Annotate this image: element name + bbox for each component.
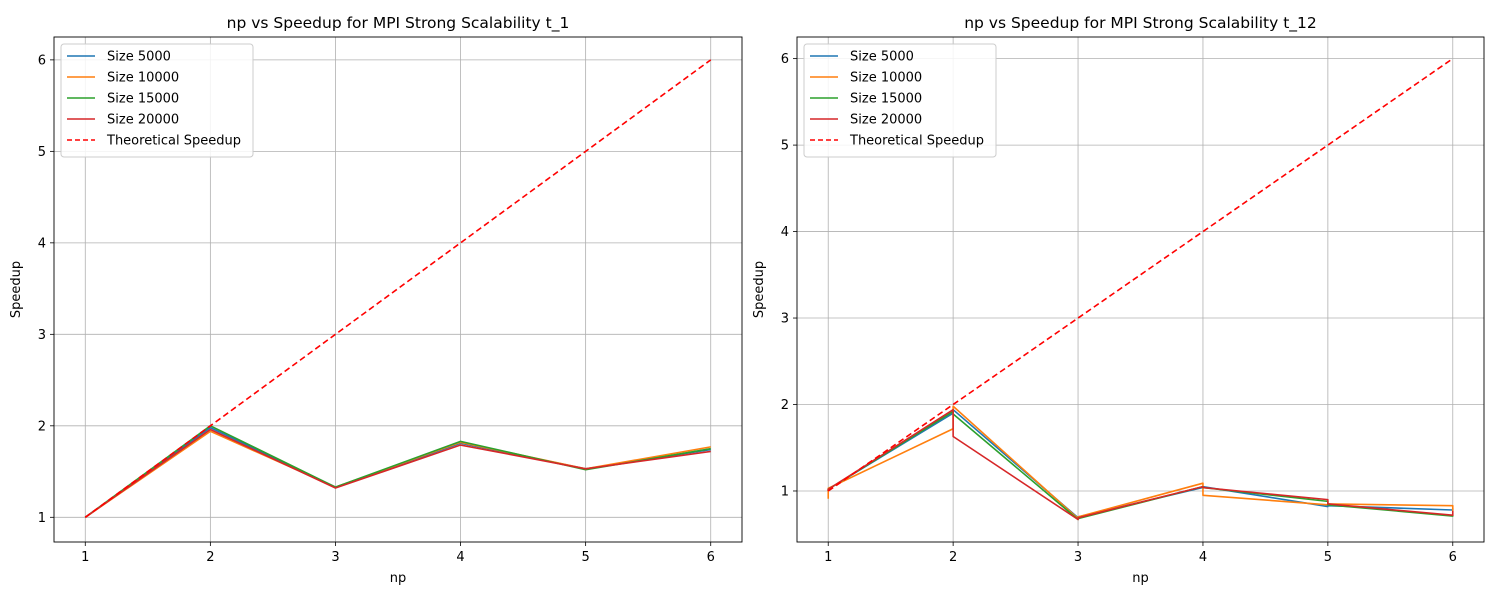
series-line-theoretical-speedup: [84, 59, 712, 518]
y-tick-label: 1: [781, 484, 789, 499]
x-tick-label: 1: [824, 550, 832, 565]
x-tick-label: 2: [949, 550, 957, 565]
x-tick-label: 3: [331, 550, 339, 565]
chart-panel-1: 1 2 3 4 5 6 1 2 3 4 5 6 np vs Speedup for MPI Strong…: [9, 14, 743, 586]
x-axis-label: np: [390, 571, 407, 586]
x-tick-label: 5: [581, 550, 589, 565]
x-tick-label: 5: [1324, 550, 1332, 565]
y-tick-label: 5: [38, 145, 46, 160]
y-tick-label: 4: [781, 225, 789, 240]
legend: Size 5000 Size 10000 Size 15000 Size 20000 T…: [60, 43, 254, 158]
legend: Size 5000 Size 10000 Size 15000 Size 20000 T…: [803, 43, 997, 158]
series-line-size-20000: [827, 408, 1454, 521]
series-group: [84, 59, 712, 518]
legend-box: [803, 43, 997, 158]
series-line-size-20000: [84, 428, 711, 518]
legend-box: [60, 43, 254, 158]
y-tick-label: 6: [781, 52, 789, 67]
x-tick-label: 6: [1449, 550, 1457, 565]
y-tick-label: 1: [38, 511, 46, 526]
legend-label: Size 5000: [107, 50, 171, 65]
legend-label: Theoretical Speedup: [106, 134, 241, 149]
chart-panel-2: 1 2 3 4 5 6 1 2 3 4 5 6 np vs Speedup for MPI Strong…: [752, 14, 1485, 586]
chart-title: np vs Speedup for MPI Strong Scalability…: [964, 14, 1317, 33]
y-tick-label: 2: [38, 419, 46, 434]
legend-label: Size 10000: [107, 71, 179, 86]
x-tick-label: 4: [1199, 550, 1207, 565]
grid: [54, 37, 742, 542]
y-tick-label: 3: [38, 328, 46, 343]
series-line-theoretical-speedup: [827, 57, 1454, 492]
y-tick-label: 5: [781, 139, 789, 154]
legend-label: Size 20000: [107, 113, 179, 128]
y-tick-label: 6: [38, 53, 46, 68]
plot-frame: [796, 36, 1485, 543]
y-tick-label: 4: [38, 236, 46, 251]
legend-label: Size 15000: [107, 92, 179, 107]
legend-label: Size 10000: [850, 71, 922, 86]
legend-label: Size 5000: [850, 50, 914, 65]
y-tick-label: 3: [781, 312, 789, 327]
grid: [797, 37, 1484, 542]
x-tick-label: 3: [1074, 550, 1082, 565]
x-tick-label: 4: [456, 550, 464, 565]
x-tick-label: 6: [707, 550, 715, 565]
legend-label: Size 15000: [850, 92, 922, 107]
y-axis-label: Speedup: [752, 261, 767, 318]
legend-label: Theoretical Speedup: [849, 134, 984, 149]
series-line-size-10000: [827, 405, 1454, 520]
series-group: [827, 57, 1454, 521]
y-tick-label: 2: [781, 398, 789, 413]
chart-title: np vs Speedup for MPI Strong Scalability…: [227, 14, 570, 33]
x-axis-label: np: [1132, 571, 1149, 586]
plot-frame: [53, 36, 743, 543]
legend-label: Size 20000: [850, 113, 922, 128]
x-tick-label: 1: [81, 550, 89, 565]
y-axis-label: Speedup: [9, 261, 24, 318]
x-tick-label: 2: [206, 550, 214, 565]
